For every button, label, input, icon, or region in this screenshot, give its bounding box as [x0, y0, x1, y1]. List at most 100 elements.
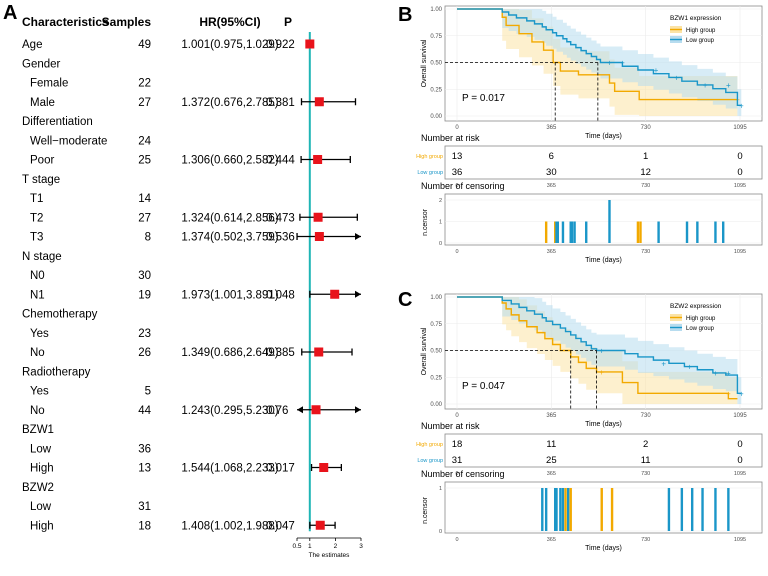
km-censor-mark: +	[607, 59, 612, 68]
censor-bar	[667, 488, 671, 531]
censor-plot-title: Number of censoring	[421, 469, 505, 479]
censor-bar	[569, 488, 572, 531]
row-hr: 1.001(0.975,1.029)	[181, 39, 278, 51]
censor-x-tick-label: 0	[455, 537, 458, 543]
censor-y-tick-label: 2	[439, 198, 442, 204]
km-censor-mark: +	[599, 347, 604, 356]
row-label: Female	[30, 78, 68, 90]
risk-count: 6	[549, 151, 554, 162]
header-hr: HR(95%CI)	[199, 15, 260, 29]
km-legend-label: High group	[686, 316, 716, 322]
risk-x-tick-label: 0	[455, 471, 458, 477]
row-hr: 1.544(1.068,2.233)	[181, 463, 278, 475]
row-label: N0	[30, 270, 45, 282]
hr-point	[314, 97, 324, 107]
row-hr: 1.372(0.676,2.785)	[181, 97, 278, 109]
km-censor-mark: +	[739, 101, 744, 110]
censor-x-tick-label: 365	[547, 249, 556, 255]
km-y-tick-label: 1.00	[430, 295, 442, 301]
censor-bar	[554, 221, 557, 243]
row-hr: 1.374(0.502,3.759)	[181, 232, 278, 244]
km-curve-high	[457, 8, 738, 101]
row-label: T3	[30, 232, 43, 244]
censor-bar	[600, 488, 603, 531]
panel-label-b: B	[398, 4, 412, 26]
risk-count: 0	[737, 151, 742, 162]
km-x-tick-label: 1095	[733, 413, 747, 419]
km-censor-mark: +	[599, 368, 604, 377]
forest-x-label: The estimates	[309, 552, 351, 559]
risk-count: 0	[737, 167, 742, 178]
row-samples: 31	[138, 501, 151, 513]
hr-point	[319, 463, 329, 472]
row-samples: 8	[145, 232, 151, 244]
risk-count: 2	[643, 439, 648, 450]
censor-bar	[696, 221, 699, 243]
censor-y-label: n.censor	[422, 208, 429, 236]
censor-x-tick-label: 1095	[734, 249, 746, 255]
km-panel-b: ++ ++++ ++0.000.250.500.751.000 365 730 1095T…	[416, 5, 763, 264]
censor-bar	[561, 221, 565, 243]
row-label: No	[30, 347, 45, 359]
censor-plot-frame	[444, 481, 763, 534]
censor-bar	[564, 488, 567, 531]
km-curve-low	[457, 8, 742, 106]
km-x-label: Time (days)	[585, 421, 622, 428]
censor-x-tick-label: 1095	[734, 537, 746, 543]
row-p: 0.048	[266, 289, 295, 301]
row-label: Yes	[30, 386, 49, 398]
row-samples: 19	[138, 289, 151, 301]
row-samples: 14	[138, 193, 151, 205]
row-samples: 25	[138, 155, 151, 167]
km-y-tick-label: 0.25	[430, 375, 442, 381]
row-hr: 1.306(0.660,2.582)	[181, 155, 278, 167]
censor-bar	[561, 488, 565, 531]
forest-x-tick-label: 0.5	[292, 543, 301, 550]
km-censor-mark: +	[713, 369, 718, 378]
row-samples: 49	[138, 39, 151, 51]
row-p: 0.047	[266, 520, 295, 532]
hr-point	[330, 289, 340, 299]
risk-x-tick-label: 1095	[734, 183, 746, 189]
censor-bar	[544, 488, 548, 531]
censor-y-label: n.censor	[422, 496, 429, 524]
km-censor-mark: +	[654, 66, 659, 75]
km-y-tick-label: 1.00	[430, 7, 442, 13]
row-label: Radiotherapy	[22, 366, 91, 378]
km-x-tick-label: 0	[455, 125, 459, 131]
row-p: 0.536	[266, 232, 295, 244]
km-x-label: Time (days)	[585, 133, 622, 140]
km-x-tick-label: 365	[546, 125, 557, 131]
risk-count: 1	[643, 151, 648, 162]
row-p: 0.473	[266, 212, 295, 224]
header-samples: Samples	[102, 15, 152, 29]
row-hr: 1.324(0.614,2.856)	[181, 212, 278, 224]
row-samples: 27	[138, 97, 151, 109]
risk-x-tick-label: 730	[641, 183, 650, 189]
km-legend-label: Low group	[686, 38, 715, 44]
censor-bar	[610, 488, 614, 531]
km-y-tick-label: 0.25	[430, 87, 442, 93]
km-censor-mark: +	[703, 81, 708, 90]
row-samples: 23	[138, 328, 151, 340]
row-hr: 1.973(1.001,3.891)	[181, 289, 278, 301]
risk-x-tick-label: 365	[547, 471, 556, 477]
km-legend-title: BZW1 expression	[670, 15, 722, 22]
km-y-tick-label: 0.00	[430, 402, 442, 408]
hr-point	[315, 520, 325, 530]
censor-bar	[639, 221, 642, 243]
km-pvalue: P = 0.047	[462, 381, 505, 392]
risk-count: 12	[640, 167, 651, 178]
km-censor-mark: +	[687, 363, 692, 372]
risk-count: 18	[452, 439, 463, 450]
censor-bar	[608, 200, 611, 243]
censor-bar	[727, 488, 730, 531]
censor-x-label: Time (days)	[585, 257, 622, 264]
km-curve-high	[457, 296, 738, 400]
km-censor-mark: +	[726, 389, 731, 398]
row-p: 0.922	[266, 39, 295, 51]
km-y-tick-label: 0.50	[430, 349, 442, 355]
row-samples: 22	[138, 78, 151, 90]
censor-bar	[559, 488, 562, 531]
